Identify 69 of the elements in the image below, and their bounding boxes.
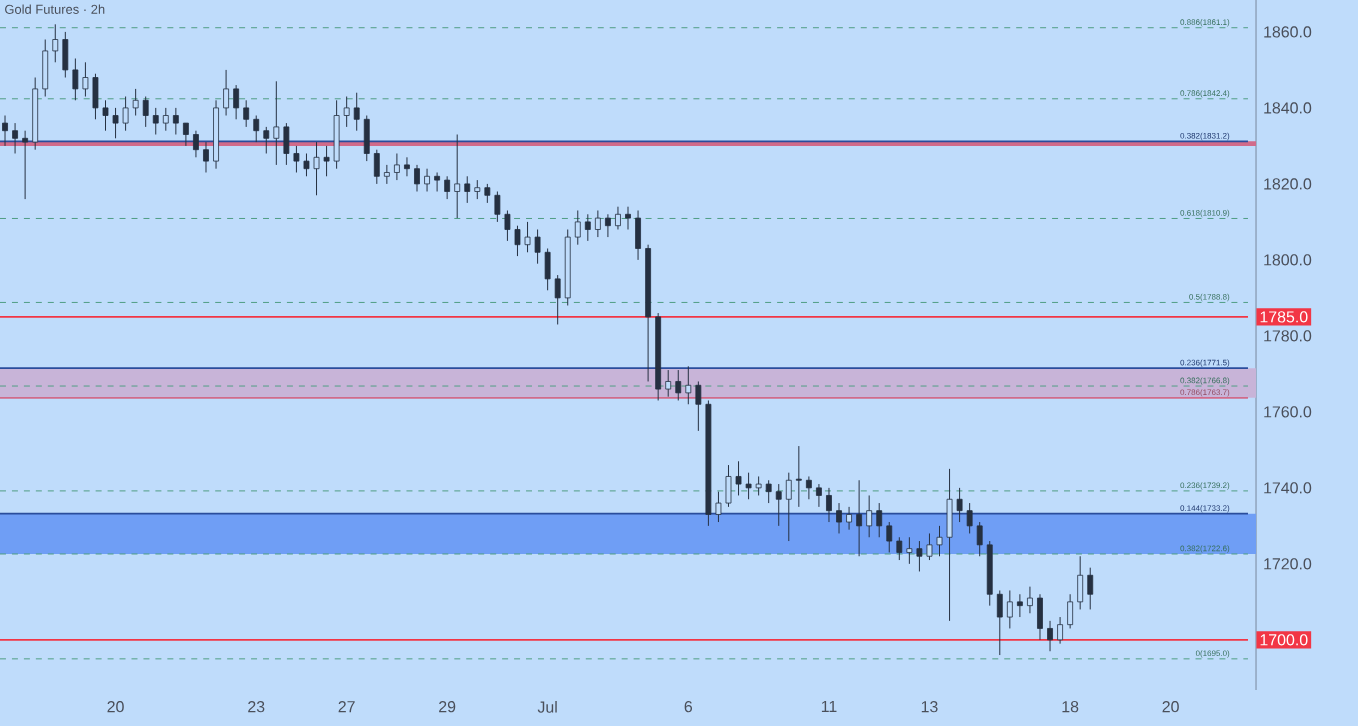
candlestick [1077, 555, 1084, 610]
candlestick [785, 472, 792, 542]
candlestick [243, 99, 250, 128]
candlestick [976, 521, 983, 557]
candlestick [896, 536, 903, 561]
candlestick [805, 475, 812, 500]
candlestick [152, 107, 159, 135]
candlestick [856, 479, 863, 557]
candlestick [876, 502, 883, 538]
candlestick [444, 175, 451, 200]
candlestick [383, 164, 390, 185]
candlestick [996, 589, 1003, 656]
candlestick [414, 164, 420, 192]
candlestick [775, 483, 782, 527]
candlestick [605, 213, 611, 238]
candlestick [765, 479, 772, 504]
candlestick [484, 183, 491, 204]
candlestick [826, 487, 832, 523]
candlestick [193, 130, 199, 158]
candlestick [434, 171, 441, 192]
candlestick [464, 175, 471, 204]
candlestick [172, 107, 179, 135]
candlestick [22, 130, 29, 200]
candlestick [836, 502, 842, 534]
candlestick [1006, 589, 1013, 629]
candlestick [635, 209, 641, 261]
candlestick [665, 369, 672, 398]
candlestick [393, 152, 400, 181]
candlestick [795, 445, 802, 508]
candlestick [142, 96, 149, 128]
candlestick [675, 369, 682, 401]
candlestick [273, 80, 280, 166]
candlestick [162, 107, 169, 132]
candlestick [866, 494, 873, 538]
candlestick [594, 209, 601, 238]
candlestick [574, 209, 581, 246]
candlestick [12, 122, 18, 154]
candlestick [353, 92, 360, 132]
candlestick [886, 521, 893, 553]
candlestick [685, 365, 692, 405]
candlestick [1087, 567, 1094, 610]
candlestick [474, 179, 481, 200]
candlestick [223, 69, 229, 116]
candlestick [1057, 616, 1063, 645]
candlestick [263, 126, 270, 154]
candlestick [625, 206, 631, 230]
candlestick [2, 115, 8, 147]
candlestick [615, 206, 621, 230]
candlestick [1037, 593, 1043, 641]
candlestick [584, 213, 591, 242]
candlestick [62, 31, 69, 78]
candlestick [554, 274, 561, 325]
candlestick [816, 483, 822, 508]
candlestick [1047, 620, 1053, 652]
candlestick [42, 39, 49, 97]
candlestick [253, 115, 260, 143]
candlestick [404, 156, 410, 177]
candlestick [424, 168, 430, 192]
candlestick [1027, 586, 1033, 614]
candlestick [846, 506, 852, 531]
candlestick [373, 149, 380, 185]
candlestick [363, 115, 370, 162]
candlestick [182, 122, 189, 147]
candlestick [1016, 593, 1023, 618]
candlestick [233, 84, 240, 120]
candlestick [52, 23, 59, 63]
candlestick [203, 141, 209, 173]
candlestick [454, 134, 461, 219]
candlestick [1067, 593, 1074, 629]
